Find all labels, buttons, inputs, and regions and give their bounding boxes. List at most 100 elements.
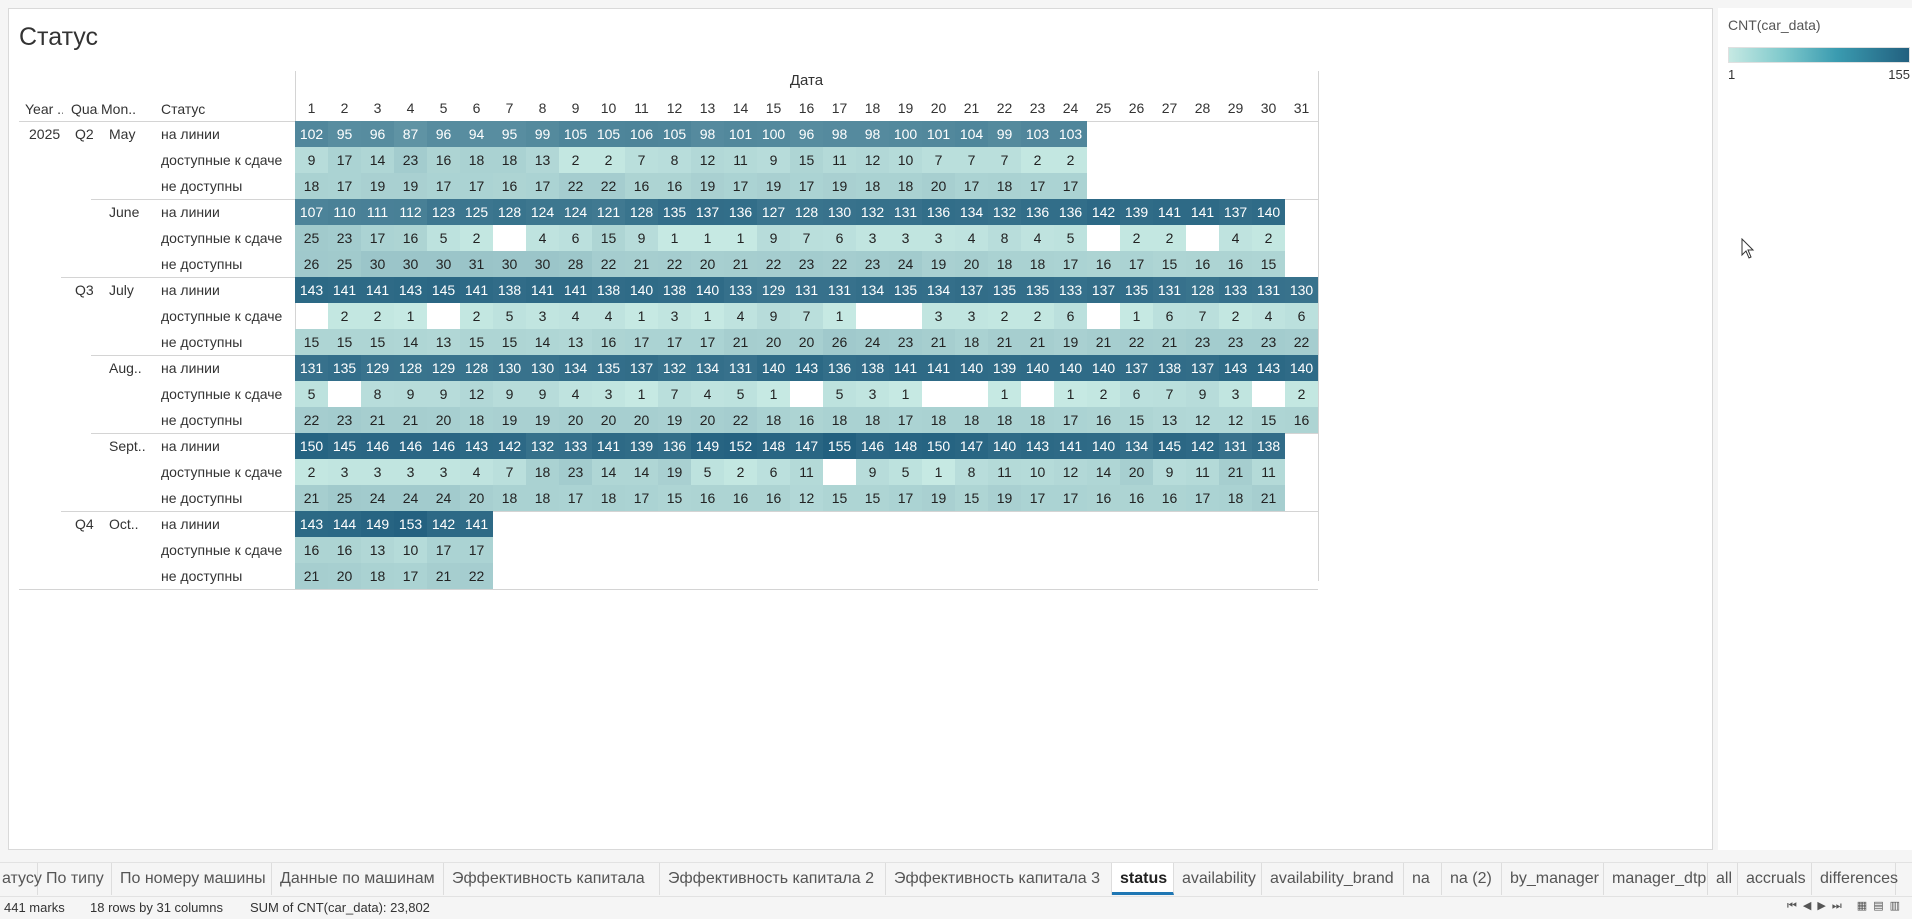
heatmap-cell[interactable]: 17: [559, 485, 592, 511]
heatmap-cell[interactable]: 137: [691, 199, 724, 225]
heatmap-cell[interactable]: 4: [1021, 225, 1054, 251]
heatmap-cell[interactable]: 6: [823, 225, 856, 251]
heatmap-cell[interactable]: 139: [988, 355, 1021, 381]
heatmap-cell[interactable]: 136: [1054, 199, 1087, 225]
heatmap-cell[interactable]: 15: [361, 329, 394, 355]
heatmap-cell[interactable]: 15: [1120, 407, 1153, 433]
heatmap-cell[interactable]: 18: [295, 173, 328, 199]
heatmap-cell[interactable]: 103: [1021, 121, 1054, 147]
heatmap-cell[interactable]: 18: [988, 251, 1021, 277]
heatmap-cell[interactable]: 19: [922, 485, 955, 511]
heatmap-cell[interactable]: 132: [526, 433, 559, 459]
heatmap-cell[interactable]: 20: [955, 251, 988, 277]
heatmap-cell[interactable]: 1: [724, 225, 757, 251]
heatmap-cell[interactable]: 25: [295, 225, 328, 251]
heatmap-cell[interactable]: 22: [592, 251, 625, 277]
status-label[interactable]: на линии: [161, 438, 220, 454]
heatmap-cell[interactable]: 9: [856, 459, 889, 485]
heatmap-cell[interactable]: 150: [922, 433, 955, 459]
heatmap-cell[interactable]: 16: [790, 407, 823, 433]
heatmap-cell[interactable]: 17: [1054, 485, 1087, 511]
heatmap-cell[interactable]: 12: [691, 147, 724, 173]
status-label[interactable]: на линии: [161, 126, 220, 142]
heatmap-cell[interactable]: 11: [1186, 459, 1219, 485]
heatmap-cell[interactable]: 140: [625, 277, 658, 303]
sheet-tab[interactable]: Эффективность капитала 2: [660, 863, 886, 895]
heatmap-cell[interactable]: 4: [559, 303, 592, 329]
heatmap-cell[interactable]: 20: [1120, 459, 1153, 485]
heatmap-cell[interactable]: 134: [1120, 433, 1153, 459]
sheet-tab[interactable]: accruals: [1738, 863, 1812, 895]
sheet-tab[interactable]: Эффективность капитала: [444, 863, 660, 895]
row-header-label[interactable]: Qua..: [71, 101, 99, 117]
heatmap-cell[interactable]: 2: [1021, 147, 1054, 173]
heatmap-cell[interactable]: 128: [625, 199, 658, 225]
heatmap-cell[interactable]: 15: [328, 329, 361, 355]
heatmap-cell[interactable]: 19: [493, 407, 526, 433]
sheet-tab[interactable]: Данные по машинам: [272, 863, 444, 895]
heatmap-cell[interactable]: 2: [460, 225, 493, 251]
quarter-label[interactable]: Q4: [75, 516, 94, 532]
heatmap-cell[interactable]: 23: [328, 407, 361, 433]
heatmap-cell[interactable]: 5: [493, 303, 526, 329]
heatmap-cell[interactable]: 30: [427, 251, 460, 277]
heatmap-cell[interactable]: 3: [856, 381, 889, 407]
heatmap-cell[interactable]: 138: [1252, 433, 1285, 459]
heatmap-cell[interactable]: 142: [493, 433, 526, 459]
heatmap-cell[interactable]: 145: [427, 277, 460, 303]
heatmap-cell[interactable]: 155: [823, 433, 856, 459]
heatmap-cell[interactable]: 11: [790, 459, 823, 485]
heatmap-cell[interactable]: 16: [757, 485, 790, 511]
heatmap-cell[interactable]: 98: [856, 121, 889, 147]
heatmap-cell[interactable]: 2: [460, 303, 493, 329]
heatmap-cell[interactable]: 9: [526, 381, 559, 407]
status-label[interactable]: доступные к сдаче: [161, 230, 283, 246]
status-label[interactable]: не доступны: [161, 412, 243, 428]
date-column-header[interactable]: 18: [864, 100, 881, 116]
heatmap-cell[interactable]: 1: [691, 303, 724, 329]
heatmap-cell[interactable]: 134: [856, 277, 889, 303]
heatmap-cell[interactable]: 17: [625, 329, 658, 355]
heatmap-cell[interactable]: 2: [724, 459, 757, 485]
date-column-header[interactable]: 9: [571, 100, 580, 116]
heatmap-cell[interactable]: 121: [592, 199, 625, 225]
heatmap-cell[interactable]: 15: [493, 329, 526, 355]
heatmap-cell[interactable]: 24: [394, 485, 427, 511]
heatmap-cell[interactable]: 24: [856, 329, 889, 355]
heatmap-cell[interactable]: 1: [625, 381, 658, 407]
heatmap-cell[interactable]: 12: [1054, 459, 1087, 485]
heatmap-cell[interactable]: 138: [592, 277, 625, 303]
heatmap-cell[interactable]: 132: [658, 355, 691, 381]
heatmap-cell[interactable]: 133: [1054, 277, 1087, 303]
heatmap-cell[interactable]: 13: [361, 537, 394, 563]
date-column-header[interactable]: 8: [538, 100, 547, 116]
heatmap-cell[interactable]: 9: [757, 303, 790, 329]
heatmap-cell[interactable]: 3: [889, 225, 922, 251]
heatmap-cell[interactable]: 17: [1054, 173, 1087, 199]
heatmap-cell[interactable]: 14: [592, 459, 625, 485]
heatmap-cell[interactable]: 17: [658, 329, 691, 355]
heatmap-cell[interactable]: 1: [658, 225, 691, 251]
heatmap-cell[interactable]: 1: [1054, 381, 1087, 407]
heatmap-cell[interactable]: 16: [1087, 485, 1120, 511]
heatmap-cell[interactable]: 1: [889, 381, 922, 407]
heatmap-cell[interactable]: 18: [361, 563, 394, 589]
heatmap-cell[interactable]: 1: [625, 303, 658, 329]
date-column-header[interactable]: 3: [373, 100, 382, 116]
date-column-header[interactable]: 17: [831, 100, 848, 116]
heatmap-cell[interactable]: 134: [559, 355, 592, 381]
heatmap-cell[interactable]: 18: [988, 407, 1021, 433]
heatmap-cell[interactable]: 104: [955, 121, 988, 147]
heatmap-cell[interactable]: 124: [526, 199, 559, 225]
heatmap-cell[interactable]: 131: [295, 355, 328, 381]
heatmap-cell[interactable]: 142: [1087, 199, 1120, 225]
heatmap-cell[interactable]: 23: [856, 251, 889, 277]
heatmap-cell[interactable]: 18: [592, 485, 625, 511]
heatmap-cell[interactable]: 141: [460, 511, 493, 537]
heatmap-cell[interactable]: 2: [592, 147, 625, 173]
heatmap-cell[interactable]: 22: [757, 251, 790, 277]
date-column-header[interactable]: 1: [307, 100, 316, 116]
heatmap-cell[interactable]: 11: [988, 459, 1021, 485]
heatmap-cell[interactable]: 127: [757, 199, 790, 225]
heatmap-cell[interactable]: 19: [988, 485, 1021, 511]
